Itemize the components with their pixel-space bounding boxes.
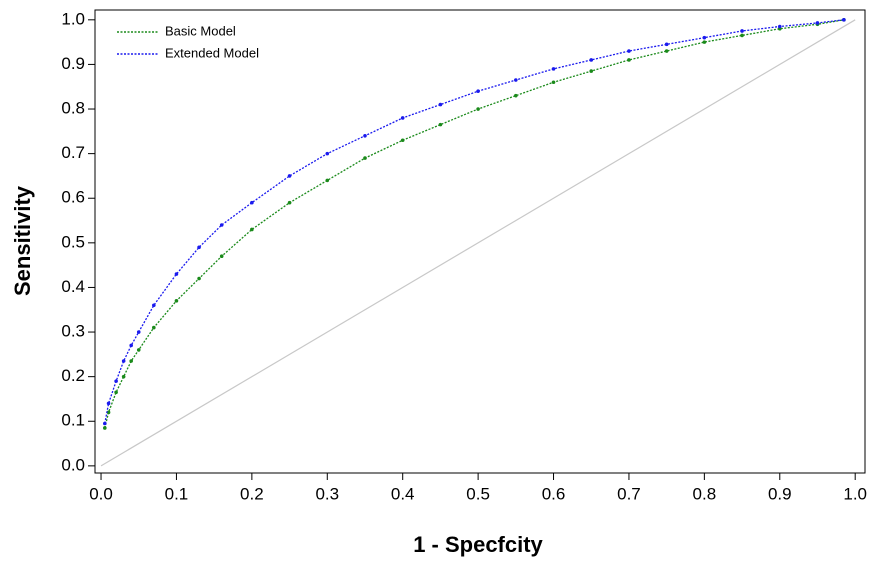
data-point xyxy=(702,35,707,40)
x-tick-label: 1.0 xyxy=(843,484,867,503)
y-tick-label: 0.3 xyxy=(61,322,85,341)
plot-frame xyxy=(94,9,866,474)
data-point xyxy=(129,343,133,348)
series-line xyxy=(104,19,844,424)
data-point xyxy=(589,69,594,73)
data-point xyxy=(627,58,631,62)
data-point xyxy=(664,42,669,47)
data-point xyxy=(197,276,201,281)
data-point xyxy=(174,272,179,276)
data-point xyxy=(514,93,518,98)
data-point xyxy=(777,24,782,29)
data-point xyxy=(438,122,443,127)
data-point xyxy=(250,200,254,205)
data-point xyxy=(250,227,254,232)
x-tick-label: 0.4 xyxy=(391,484,415,503)
data-point xyxy=(363,156,367,160)
data-point xyxy=(103,426,107,430)
y-axis-title: Sensitivity xyxy=(10,185,35,296)
data-point xyxy=(219,254,224,259)
data-point xyxy=(174,299,179,303)
x-tick-label: 0.1 xyxy=(165,484,189,503)
data-point xyxy=(136,348,141,352)
data-point xyxy=(740,29,744,33)
data-point xyxy=(627,49,631,53)
y-tick-label: 0.0 xyxy=(61,455,85,474)
y-tick-label: 0.9 xyxy=(61,54,85,73)
y-tick-label: 0.6 xyxy=(61,188,85,207)
x-tick-label: 0.6 xyxy=(542,484,566,503)
x-axis-title: 1 - Specfcity xyxy=(413,532,543,557)
data-point xyxy=(152,303,156,308)
data-point xyxy=(129,359,133,363)
data-point xyxy=(664,49,669,53)
y-tick-label: 0.5 xyxy=(61,232,85,251)
data-point xyxy=(702,40,707,44)
data-point xyxy=(400,116,405,120)
data-point xyxy=(589,58,594,62)
data-point xyxy=(114,390,118,395)
data-point xyxy=(551,67,556,71)
x-tick-label: 0.5 xyxy=(466,484,490,503)
data-point xyxy=(287,174,292,178)
x-tick-label: 0.7 xyxy=(617,484,641,503)
data-point xyxy=(815,21,820,25)
x-tick-label: 0.0 xyxy=(89,484,113,503)
data-point xyxy=(136,330,141,334)
data-point xyxy=(842,18,846,22)
data-point xyxy=(219,223,224,227)
data-point xyxy=(740,33,744,38)
data-point xyxy=(197,245,201,250)
data-point xyxy=(103,421,107,426)
y-tick-label: 0.7 xyxy=(61,143,85,162)
data-point xyxy=(551,80,556,85)
legend-label: Basic Model xyxy=(165,23,236,38)
x-tick-label: 0.2 xyxy=(240,484,264,503)
y-tick-label: 0.8 xyxy=(61,99,85,118)
data-point xyxy=(400,138,405,143)
data-point xyxy=(325,178,330,183)
y-tick-label: 1.0 xyxy=(61,9,85,28)
data-point xyxy=(287,200,292,205)
data-point xyxy=(476,89,480,93)
data-point xyxy=(476,107,480,111)
x-tick-label: 0.3 xyxy=(315,484,339,503)
legend-label: Extended Model xyxy=(165,45,259,60)
data-point xyxy=(363,133,367,138)
data-point xyxy=(106,401,111,406)
data-point xyxy=(152,325,156,330)
reference-line xyxy=(100,19,856,467)
series-line xyxy=(104,19,844,429)
y-tick-label: 0.4 xyxy=(61,277,85,296)
data-point xyxy=(121,359,126,363)
x-tick-label: 0.9 xyxy=(768,484,792,503)
y-tick-label: 0.1 xyxy=(61,411,85,430)
data-point xyxy=(114,379,118,383)
data-point xyxy=(325,151,330,156)
x-tick-label: 0.8 xyxy=(693,484,717,503)
data-point xyxy=(121,374,126,379)
y-tick-label: 0.2 xyxy=(61,366,85,385)
data-point xyxy=(514,78,518,82)
data-point xyxy=(438,102,443,107)
